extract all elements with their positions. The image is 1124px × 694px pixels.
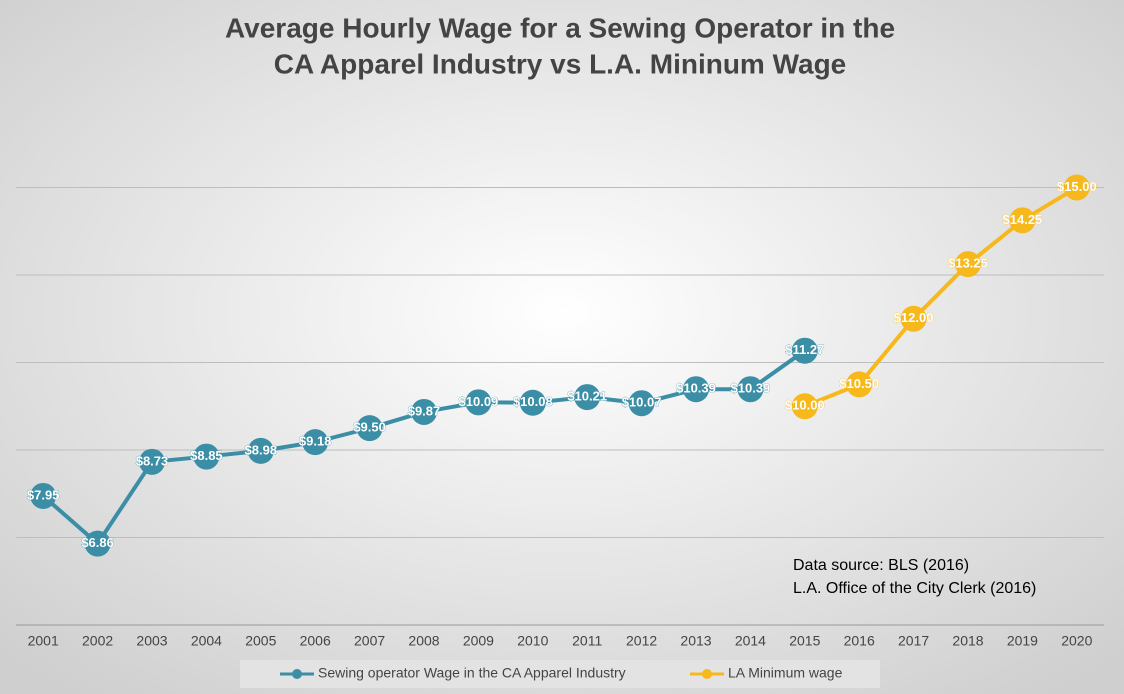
- x-tick-label: 2004: [191, 633, 222, 649]
- value-label: $12.00: [894, 310, 934, 325]
- point: [791, 393, 818, 420]
- value-label: $13.25: [948, 256, 988, 271]
- value-label: $8.98: [245, 442, 278, 457]
- x-tick-label: 2007: [354, 633, 385, 649]
- x-tick-label: 2002: [82, 633, 113, 649]
- value-label: $9.50: [353, 420, 386, 435]
- x-tick-label: 2014: [735, 633, 766, 649]
- legend-label: LA Minimum wage: [728, 665, 843, 681]
- point: [519, 389, 546, 416]
- value-label: $10.09: [459, 394, 499, 409]
- x-tick-label: 2005: [245, 633, 276, 649]
- x-tick-label: 2010: [517, 633, 548, 649]
- legend-swatch: [292, 669, 302, 679]
- point: [900, 305, 927, 332]
- x-tick-label: 2019: [1007, 633, 1038, 649]
- value-label: $15.00: [1057, 179, 1097, 194]
- point: [737, 376, 764, 403]
- point: [628, 390, 655, 417]
- point: [247, 437, 274, 464]
- point: [955, 251, 981, 278]
- point: [356, 415, 383, 442]
- point: [193, 443, 220, 470]
- x-tick-label: 2015: [789, 633, 820, 649]
- point: [1063, 174, 1090, 201]
- point: [574, 384, 601, 411]
- x-tick-label: 2018: [952, 633, 983, 649]
- x-tick-label: 2009: [463, 633, 494, 649]
- x-tick-label: 2020: [1061, 633, 1092, 649]
- value-label: $10.39: [676, 381, 716, 396]
- point: [84, 530, 111, 557]
- chart-title: CA Apparel Industry vs L.A. Mininum Wage: [274, 48, 847, 79]
- legend-swatch: [702, 669, 712, 679]
- x-tick-label: 2017: [898, 633, 929, 649]
- value-label: $6.86: [81, 535, 114, 550]
- value-label: $11.27: [785, 342, 824, 357]
- point: [30, 482, 57, 509]
- legend-label: Sewing operator Wage in the CA Apparel I…: [318, 665, 626, 681]
- x-tick-label: 2013: [680, 633, 711, 649]
- value-label: $10.08: [513, 394, 553, 409]
- value-label: $9.87: [408, 403, 441, 418]
- value-label: $14.25: [1003, 212, 1043, 227]
- value-label: $8.85: [190, 448, 223, 463]
- annotation: L.A. Office of the City Clerk (2016): [793, 580, 1036, 597]
- point: [683, 376, 709, 403]
- value-label: $10.21: [567, 389, 607, 404]
- annotation: Data source: BLS (2016): [793, 557, 969, 574]
- x-tick-label: 2011: [572, 633, 602, 649]
- x-tick-label: 2003: [136, 633, 167, 649]
- x-tick-label: 2016: [844, 633, 875, 649]
- point: [302, 429, 329, 456]
- point: [465, 389, 492, 416]
- value-label: $8.73: [136, 453, 169, 468]
- x-tick-label: 2006: [300, 633, 331, 649]
- point: [411, 398, 437, 425]
- value-label: $7.95: [27, 487, 60, 502]
- point: [1009, 207, 1036, 234]
- value-label: $10.50: [839, 376, 879, 391]
- point: [846, 371, 873, 398]
- value-label: $10.39: [731, 381, 771, 396]
- legend: [240, 660, 880, 688]
- point: [791, 337, 818, 364]
- x-tick-label: 2012: [626, 633, 657, 649]
- point: [139, 448, 165, 475]
- x-tick-label: 2001: [28, 633, 59, 649]
- chart-title: Average Hourly Wage for a Sewing Operato…: [225, 12, 895, 43]
- x-tick-label: 2008: [408, 633, 439, 649]
- value-label: $9.18: [299, 434, 332, 449]
- value-label: $10.07: [622, 395, 662, 410]
- value-label: $10.00: [785, 398, 825, 413]
